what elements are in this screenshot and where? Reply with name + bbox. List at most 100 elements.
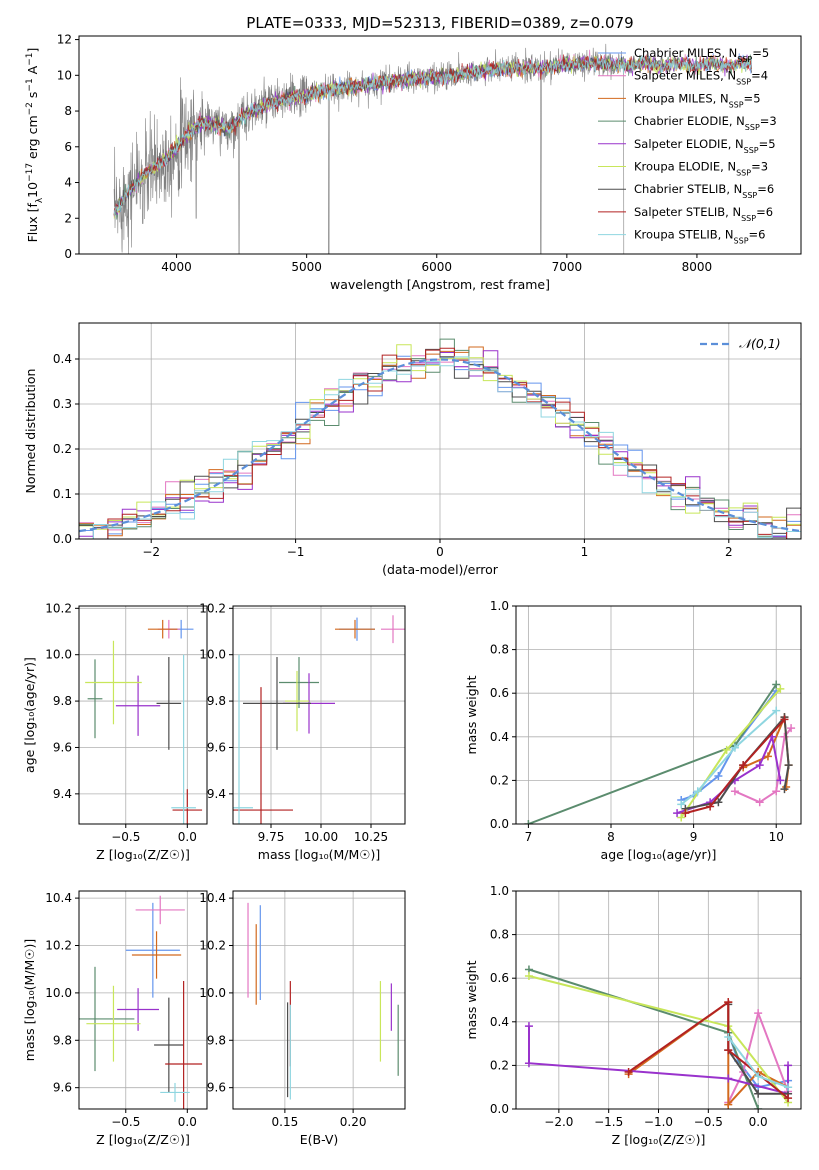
weight-marker: [524, 1059, 533, 1068]
y-tick-label: 0.1: [53, 487, 72, 501]
legend-nssp-prefix: , N: [720, 69, 736, 83]
errorbar-point-salpeter-miles: [381, 615, 405, 644]
y-axis-label-part: −1: [25, 78, 35, 91]
legend-nssp-eq: =: [752, 46, 762, 60]
legend-entry: Chabrier ELODIE, NSSP=3: [634, 114, 777, 132]
x-tick-label: 10.00: [304, 830, 338, 844]
x-axis-label: Z [log₁₀(Z/Z☉)]: [612, 1132, 706, 1147]
legend-nssp-sub: SSP: [744, 145, 759, 154]
figure-title: PLATE=0333, MJD=52313, FIBERID=0389, z=0…: [246, 14, 633, 32]
y-tick-label: 10: [57, 68, 72, 82]
weight-marker: [787, 724, 796, 733]
x-tick-label: 10.25: [354, 830, 388, 844]
weight-marker: [693, 787, 702, 796]
x-tick-label: 7: [525, 830, 533, 844]
y-tick-label: 10.2: [199, 939, 226, 953]
weight-series-chabrier-elodie: [524, 680, 781, 824]
errorbar-point-kroupa-stelib: [233, 654, 253, 824]
weight-line: [727, 1009, 789, 1103]
errorbar-point-kroupa-elodie: [85, 640, 142, 725]
y-tick-label: 0.2: [490, 1058, 509, 1072]
y-tick-label: 0.0: [490, 817, 509, 831]
legend-nssp-prefix: , N: [720, 160, 736, 174]
weight-marker: [784, 1083, 793, 1092]
plot-area-weight_vs_z: [524, 965, 793, 1109]
y-tick-label: 9.8: [53, 694, 72, 708]
weight-marker: [772, 706, 781, 715]
weight-marker: [754, 1105, 763, 1109]
legend-nssp-value: 3: [761, 160, 768, 174]
y-axis-label: age [log₁₀(age/yr)]: [22, 657, 37, 773]
grid-mass_vs_z: [79, 891, 207, 1109]
weight-marker: [754, 1089, 763, 1098]
weight-marker: [772, 787, 781, 796]
y-tick-label: 1.0: [490, 884, 509, 898]
y-tick-label: 0.6: [490, 971, 509, 985]
weight-marker: [673, 809, 682, 818]
x-tick-label: 2: [725, 545, 733, 559]
errorbar-point-salpeter-stelib: [165, 981, 203, 1109]
legend-nssp-sub: SSP: [742, 191, 757, 200]
errorbar-point-chabrier-stelib: [154, 997, 184, 1093]
y-axis-label-part: Flux [f: [25, 203, 40, 243]
errorbar-point-chabrier-elodie: [279, 657, 319, 709]
y-tick-label: 0.4: [490, 730, 509, 744]
y-tick-label: 0.4: [490, 1015, 509, 1029]
legend-entry: Chabrier MILES, NSSP=5: [634, 46, 769, 64]
errorbar-point-kroupa-miles: [147, 619, 178, 639]
legend-nssp-value: 5: [753, 91, 760, 105]
errorbar-point-kroupa-miles: [131, 931, 182, 979]
legend-model-name: Kroupa MILES: [634, 91, 713, 105]
legend-entry: Salpeter MILES, NSSP=4: [634, 69, 768, 87]
weight-marker: [724, 1074, 733, 1083]
x-tick-label: 8: [607, 830, 615, 844]
x-axis-label: wavelength [Angstrom, rest frame]: [330, 277, 550, 292]
weight-marker: [772, 680, 781, 689]
legend-nssp-eq: =: [749, 228, 759, 242]
x-tick-label: 0.0: [749, 1115, 768, 1129]
y-tick-label: 0.2: [53, 442, 72, 456]
x-tick-label: 4000: [161, 260, 192, 274]
x-tick-label: −0.5: [694, 1115, 723, 1129]
legend-entry: Kroupa STELIB, NSSP=6: [634, 228, 766, 246]
y-axis-label-part: 10: [25, 182, 40, 198]
y-tick-label: 0: [64, 247, 72, 261]
weight-marker: [776, 776, 785, 785]
legend-nssp-value: 6: [766, 205, 773, 219]
plot-area-residuals: [79, 338, 801, 539]
legend-nssp-eq: =: [756, 205, 766, 219]
weight-marker: [784, 761, 793, 770]
axes-frame-mass_vs_z: [78, 890, 208, 1110]
y-tick-label: 9.6: [207, 740, 226, 754]
y-tick-label: 0.0: [53, 532, 72, 546]
y-tick-label: 0.2: [490, 773, 509, 787]
y-tick-label: 10.2: [199, 601, 226, 615]
x-tick-label: −1.5: [594, 1115, 623, 1129]
x-tick-label: −2.0: [544, 1115, 573, 1129]
weight-series-kroupa-elodie: [677, 684, 785, 822]
axes-age_vs_z: −0.5 0.0 9.4 9.6 9.8 10.0 10.2 Z [log₁₀(Z/Z☉)] a…: [22, 601, 208, 862]
y-axis-label: mass weight: [464, 960, 479, 1039]
y-axis-label-part: −2: [25, 102, 35, 115]
observed-spectrum-line: [113, 43, 625, 254]
errorbar-point-chabrier-stelib: [156, 657, 182, 750]
legend-nssp-value: 6: [767, 182, 774, 196]
x-tick-label: 0: [436, 545, 444, 559]
legend-entry: Salpeter STELIB, NSSP=6: [634, 205, 773, 223]
y-axis-label: mass [log₁₀(M/M☉)]: [22, 939, 37, 1061]
legend-nssp-prefix: , N: [718, 228, 734, 242]
weight-line: [528, 683, 778, 824]
legend-nssp-prefix: , N: [729, 114, 745, 128]
legend-nssp-sub: SSP: [741, 213, 756, 222]
weight-marker: [784, 1094, 793, 1103]
x-tick-label: −0.5: [111, 830, 140, 844]
legend-nssp-eq: =: [760, 114, 770, 128]
legend-nssp-eq: =: [759, 137, 769, 151]
weight-marker: [730, 743, 739, 752]
weight-marker: [755, 761, 764, 770]
x-tick-label: 9.75: [258, 830, 285, 844]
x-tick-label: 10: [769, 830, 784, 844]
weight-marker: [754, 1009, 763, 1018]
weight-line: [680, 709, 777, 806]
